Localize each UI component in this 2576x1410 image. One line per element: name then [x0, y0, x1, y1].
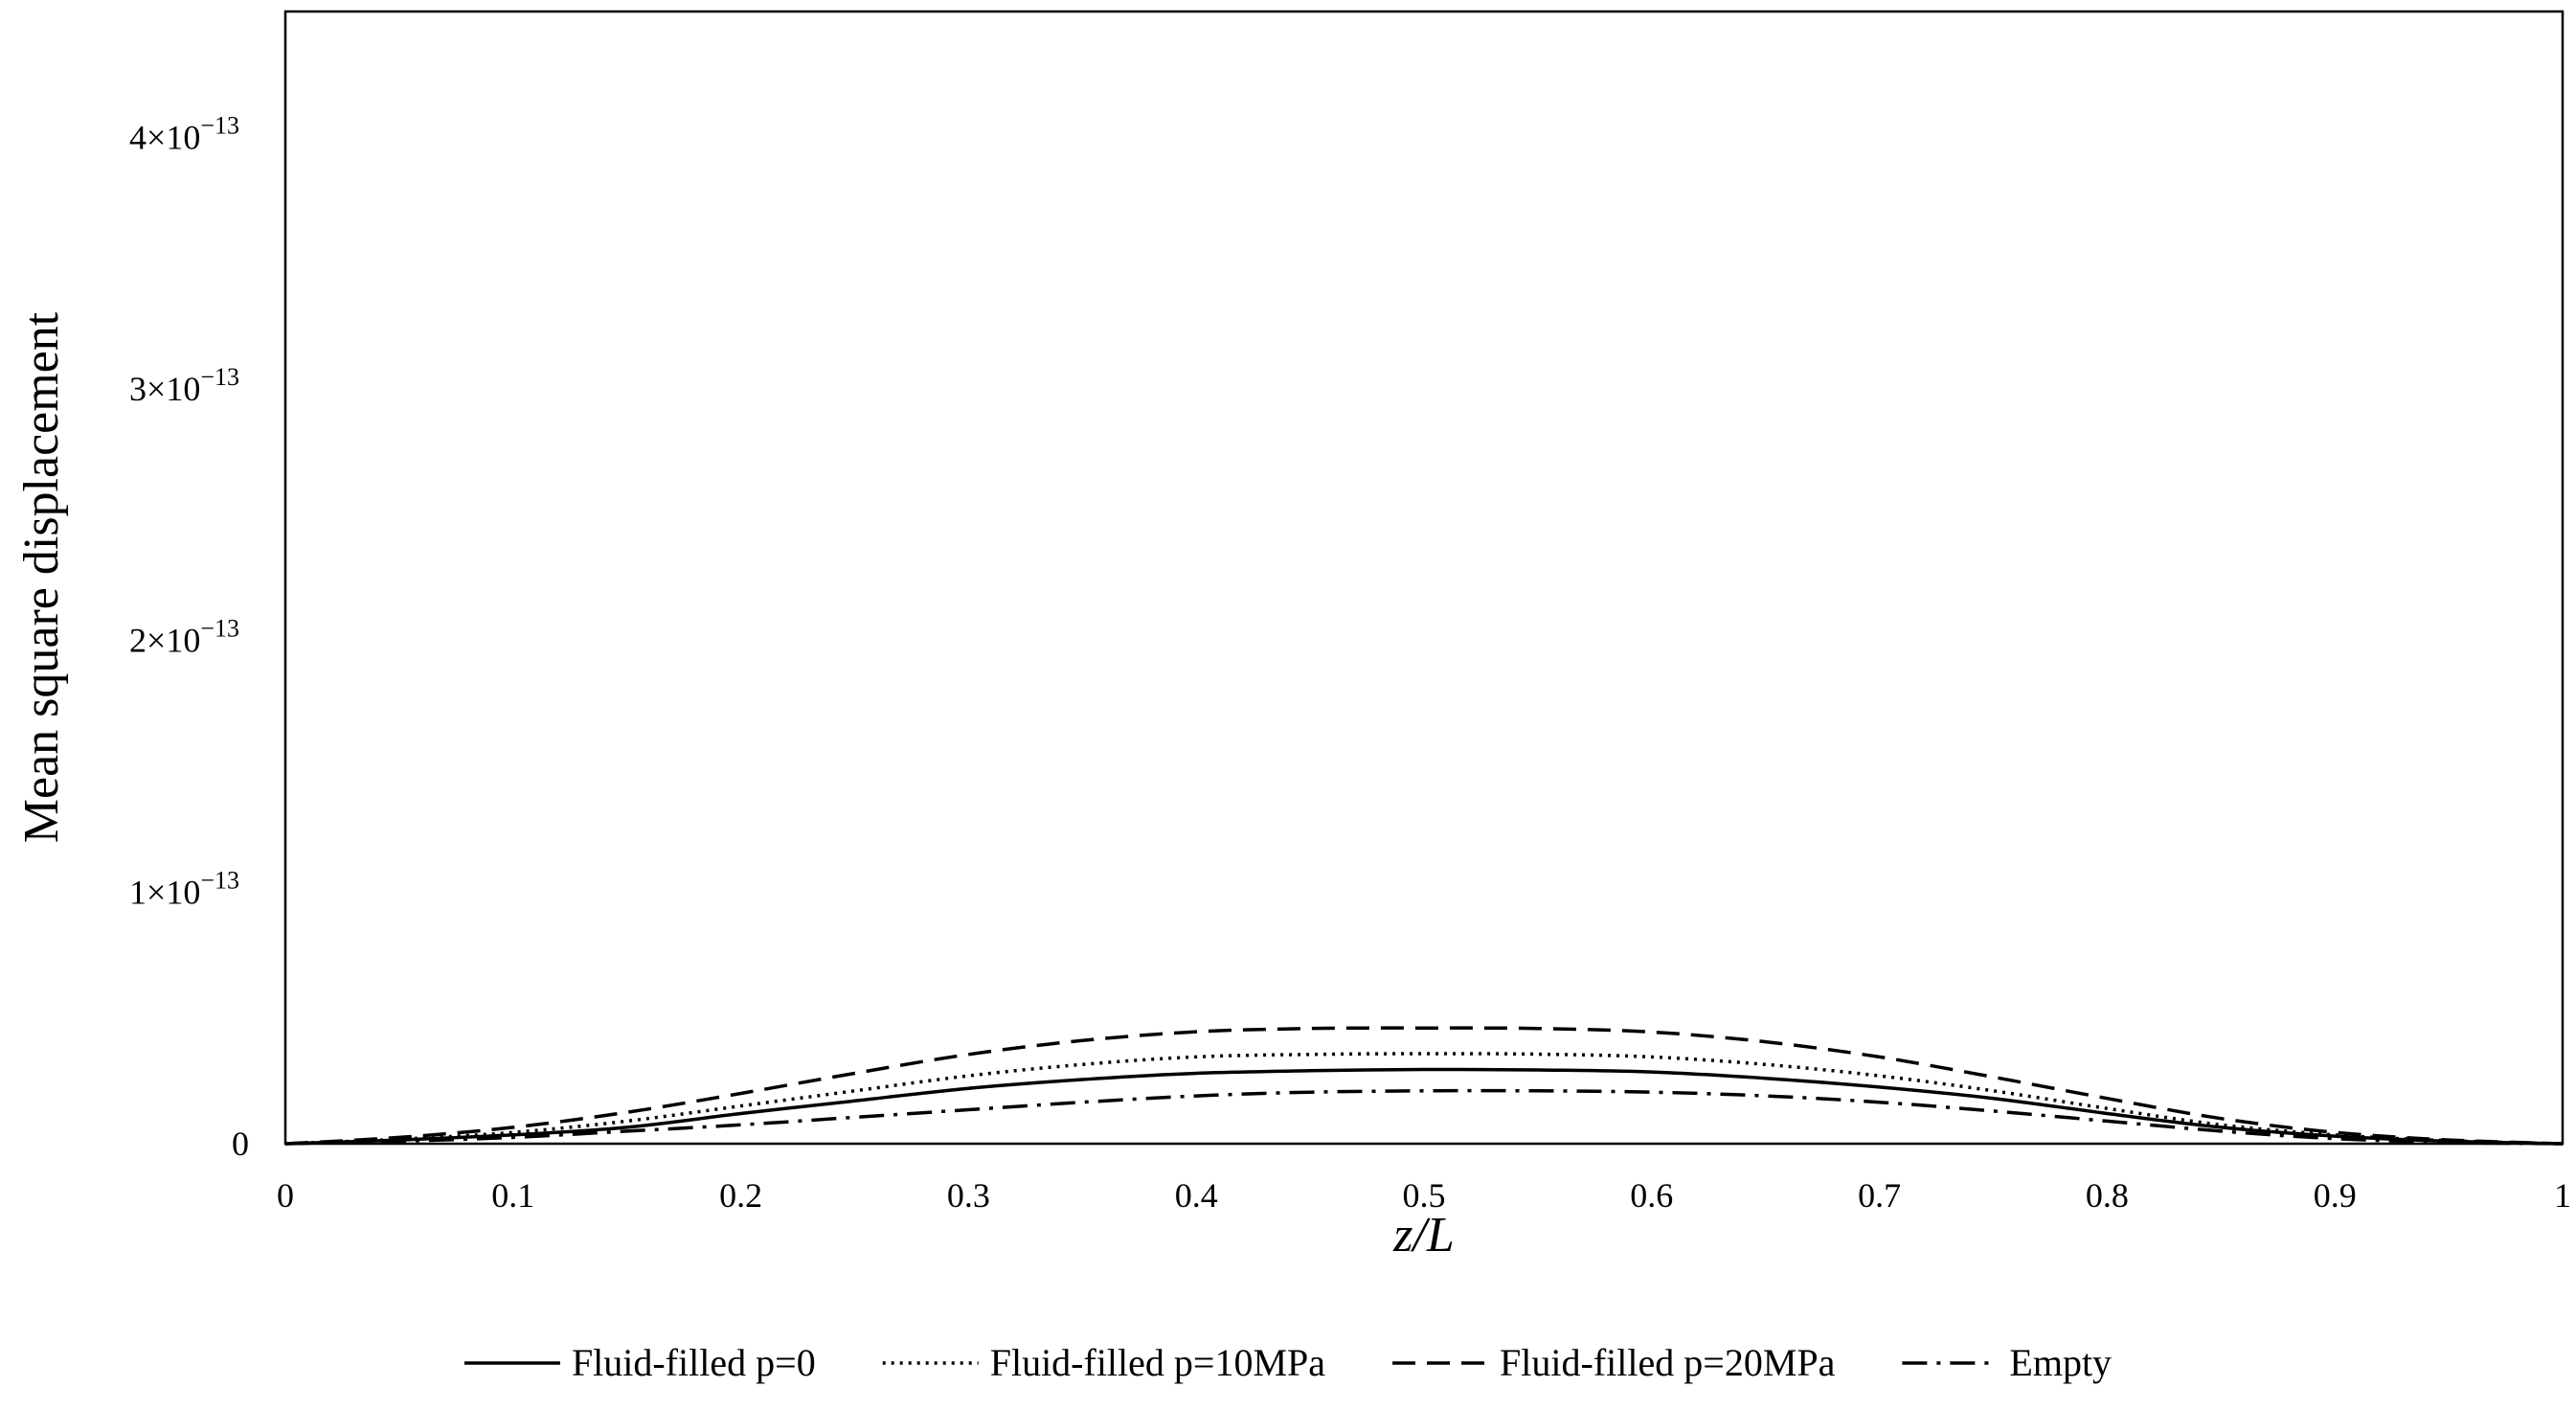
x-tick-label: 0.9	[2314, 1176, 2357, 1215]
x-tick-label: 0.2	[719, 1176, 762, 1215]
y-tick-label: 2×10−13	[129, 615, 239, 660]
x-tick-label: 1	[2554, 1176, 2571, 1215]
plot-area	[283, 10, 2565, 1146]
x-tick-label: 0	[277, 1176, 294, 1215]
series-line-4	[284, 1088, 2564, 1146]
series-lines	[284, 1026, 2564, 1146]
x-tick-label: 0.5	[1403, 1176, 1446, 1215]
legend-label-2: Fluid-filled p=10MPa	[990, 1341, 1326, 1384]
x-tick-label: 0.8	[2086, 1176, 2129, 1215]
x-tick-label: 0.1	[491, 1176, 534, 1215]
legend: Fluid-filled p=0 Fluid-filled p=10MPa Flui…	[463, 1341, 2112, 1384]
x-tick-label: 0.3	[947, 1176, 990, 1215]
y-tick-label: 4×10−13	[129, 111, 239, 156]
y-tick-label: 1×10−13	[129, 866, 239, 911]
x-tick-label: 0.4	[1175, 1176, 1218, 1215]
x-axis-ticks: 0 0.1 0.2 0.3 0.4 0.5 0.6 0.7 0.8 0.9 1	[277, 1176, 2571, 1215]
legend-label-1: Fluid-filled p=0	[572, 1341, 816, 1384]
y-tick-label: 3×10−13	[129, 363, 239, 408]
legend-label-3: Fluid-filled p=20MPa	[1500, 1341, 1836, 1384]
y-axis-title: Mean square displacement	[14, 311, 69, 843]
series-line-3	[284, 1026, 2564, 1146]
legend-label-4: Empty	[2009, 1341, 2112, 1384]
y-tick-label: 0	[232, 1125, 249, 1163]
x-axis-title: z/L	[1392, 1208, 1455, 1262]
x-tick-label: 0.6	[1630, 1176, 1673, 1215]
x-tick-label: 0.7	[1858, 1176, 1901, 1215]
series-line-1	[284, 1067, 2564, 1146]
y-axis-ticks: 0 1×10−13 2×10−13 3×10−13 4×10−13	[129, 111, 249, 1163]
